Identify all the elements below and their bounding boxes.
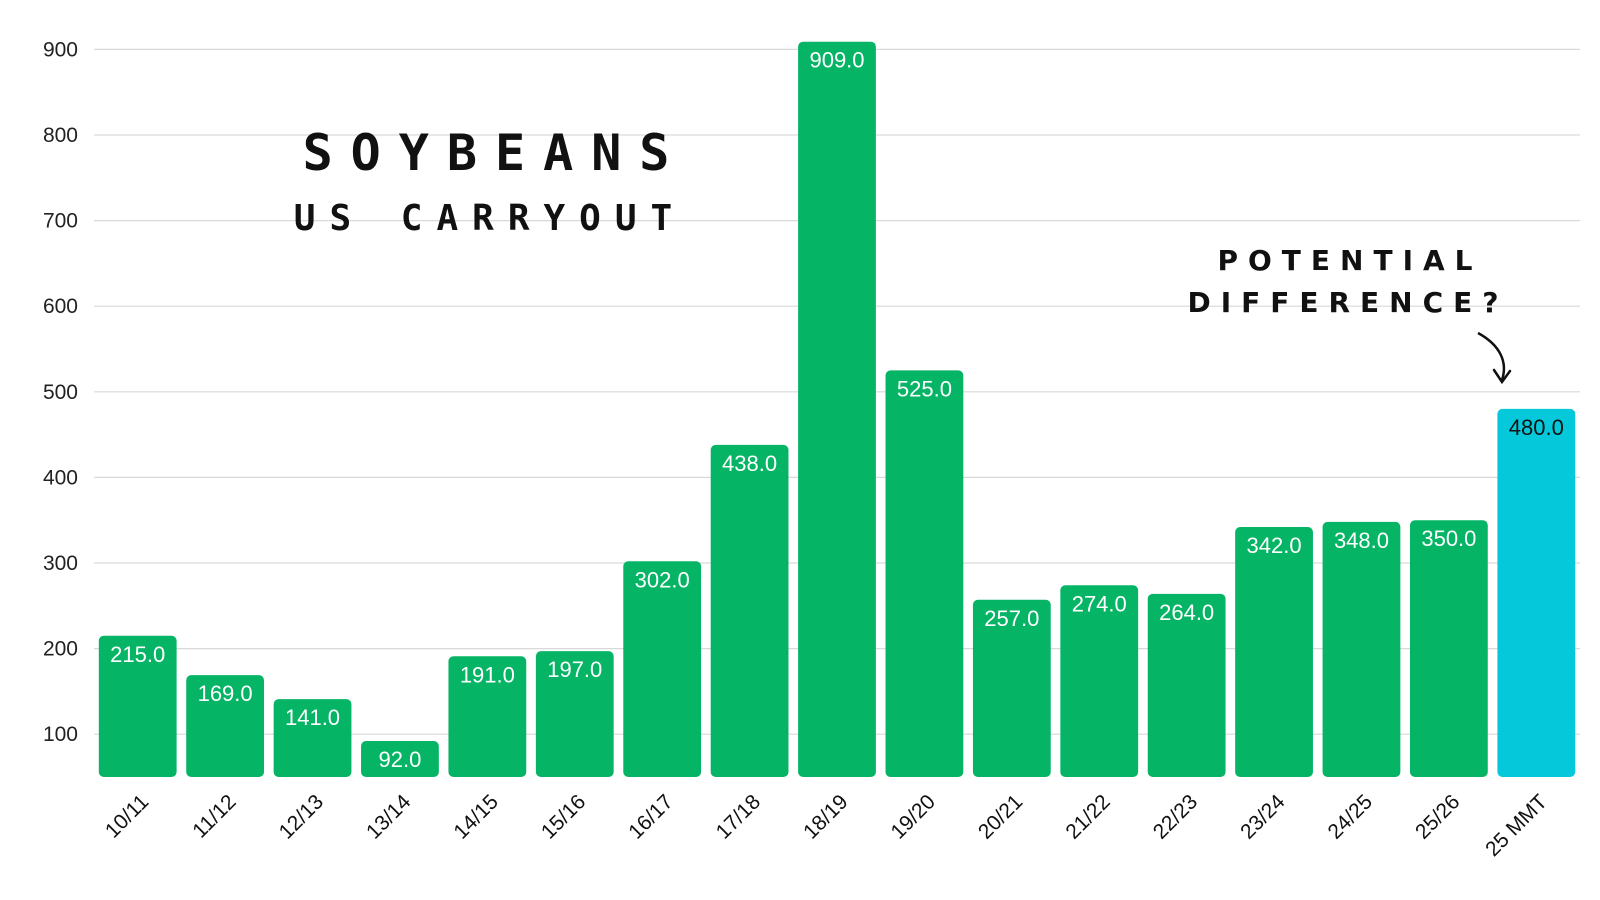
value-label: 302.0 [635,567,690,592]
x-tick-label: 23/24 [1236,790,1290,844]
value-label: 141.0 [285,705,340,730]
x-tick-label: 20/21 [974,790,1027,843]
x-tick-label: 16/17 [624,790,677,843]
bar-13-14 [361,741,439,777]
y-tick-label: 300 [43,552,78,575]
bars [98,41,1576,778]
arrow-head-icon [1492,368,1512,385]
bar-20-21 [972,599,1051,777]
value-label: 350.0 [1421,526,1476,551]
x-tick-label: 25 MMT [1481,790,1552,861]
x-tick-label: 22/23 [1149,790,1202,843]
x-tick-label: 17/18 [712,790,765,843]
value-label: 480.0 [1509,415,1564,440]
bar-19-20 [885,370,964,777]
bar-11-12 [186,675,265,777]
x-tick-label: 18/19 [799,790,852,843]
value-label: 92.0 [379,747,422,772]
y-tick-label: 900 [43,38,78,61]
bar-12-13 [273,699,352,777]
value-label: 191.0 [460,662,515,687]
bar-25-26 [1409,520,1488,777]
value-label: 274.0 [1072,591,1127,616]
value-label: 215.0 [110,642,165,667]
value-label: 342.0 [1247,533,1302,558]
y-tick-label: 800 [43,124,78,147]
y-tick-label: 100 [43,723,78,746]
x-tick-label: 25/26 [1411,790,1464,843]
annotation-line-1: POTENTIAL [1217,244,1482,277]
value-label: 525.0 [897,376,952,401]
y-axis-ticks: 100 200 300 400 500 600 700 800 900 [43,38,78,746]
x-tick-label: 11/12 [188,790,240,842]
y-tick-label: 600 [43,295,78,318]
chart-subtitle: US CARRYOUT [294,198,686,239]
value-label: 438.0 [722,451,777,476]
bar-17-18 [710,444,789,777]
x-tick-label: 15/16 [537,790,590,843]
bar-22-23 [1147,593,1226,777]
x-tick-label: 24/25 [1324,790,1377,843]
y-tick-label: 400 [43,466,78,489]
bar-24-25 [1322,521,1401,777]
bar-25-MMT [1497,408,1576,777]
bar-23-24 [1235,527,1313,777]
y-tick-label: 700 [43,210,78,233]
value-label: 257.0 [984,606,1039,631]
value-labels: 215.0 169.0 141.0 92.0 191.0 197.0 302.0 438.0 9… [110,48,1564,772]
annotation-arrow-icon [1477,331,1506,381]
annotation-line-2: DIFFERENCE? [1187,286,1508,319]
bar-14-15 [448,656,527,777]
bar-16-17 [623,561,702,777]
value-label: 264.0 [1159,600,1214,625]
value-label: 169.0 [198,681,253,706]
bar-21-22 [1060,585,1139,777]
bar-18-19 [798,41,876,778]
chart-title: SOYBEANS [303,124,688,182]
y-tick-label: 500 [43,381,78,404]
x-tick-label: 13/14 [362,790,416,844]
bar-15-16 [535,651,614,777]
y-tick-label: 200 [43,638,78,661]
x-tick-label: 19/20 [887,790,940,843]
bar-10-11 [98,635,177,777]
value-label: 348.0 [1334,528,1389,553]
x-tick-label: 12/13 [275,790,328,843]
x-tick-label: 10/11 [101,790,153,842]
x-tick-label: 14/15 [449,790,502,843]
x-tick-label: 21/22 [1061,790,1114,843]
value-label: 197.0 [547,657,602,682]
x-axis-labels: 10/11 11/12 12/13 13/14 14/15 15/16 16/17 17/18… [101,790,1552,861]
value-label: 909.0 [809,48,864,73]
